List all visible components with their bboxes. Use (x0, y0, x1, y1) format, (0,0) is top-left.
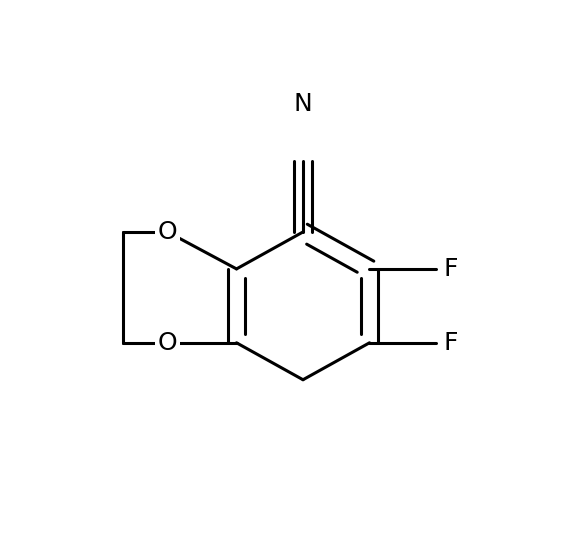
Text: F: F (443, 257, 458, 281)
Text: N: N (293, 92, 312, 116)
Text: O: O (158, 331, 177, 355)
Text: O: O (158, 220, 177, 244)
Text: F: F (443, 331, 458, 355)
